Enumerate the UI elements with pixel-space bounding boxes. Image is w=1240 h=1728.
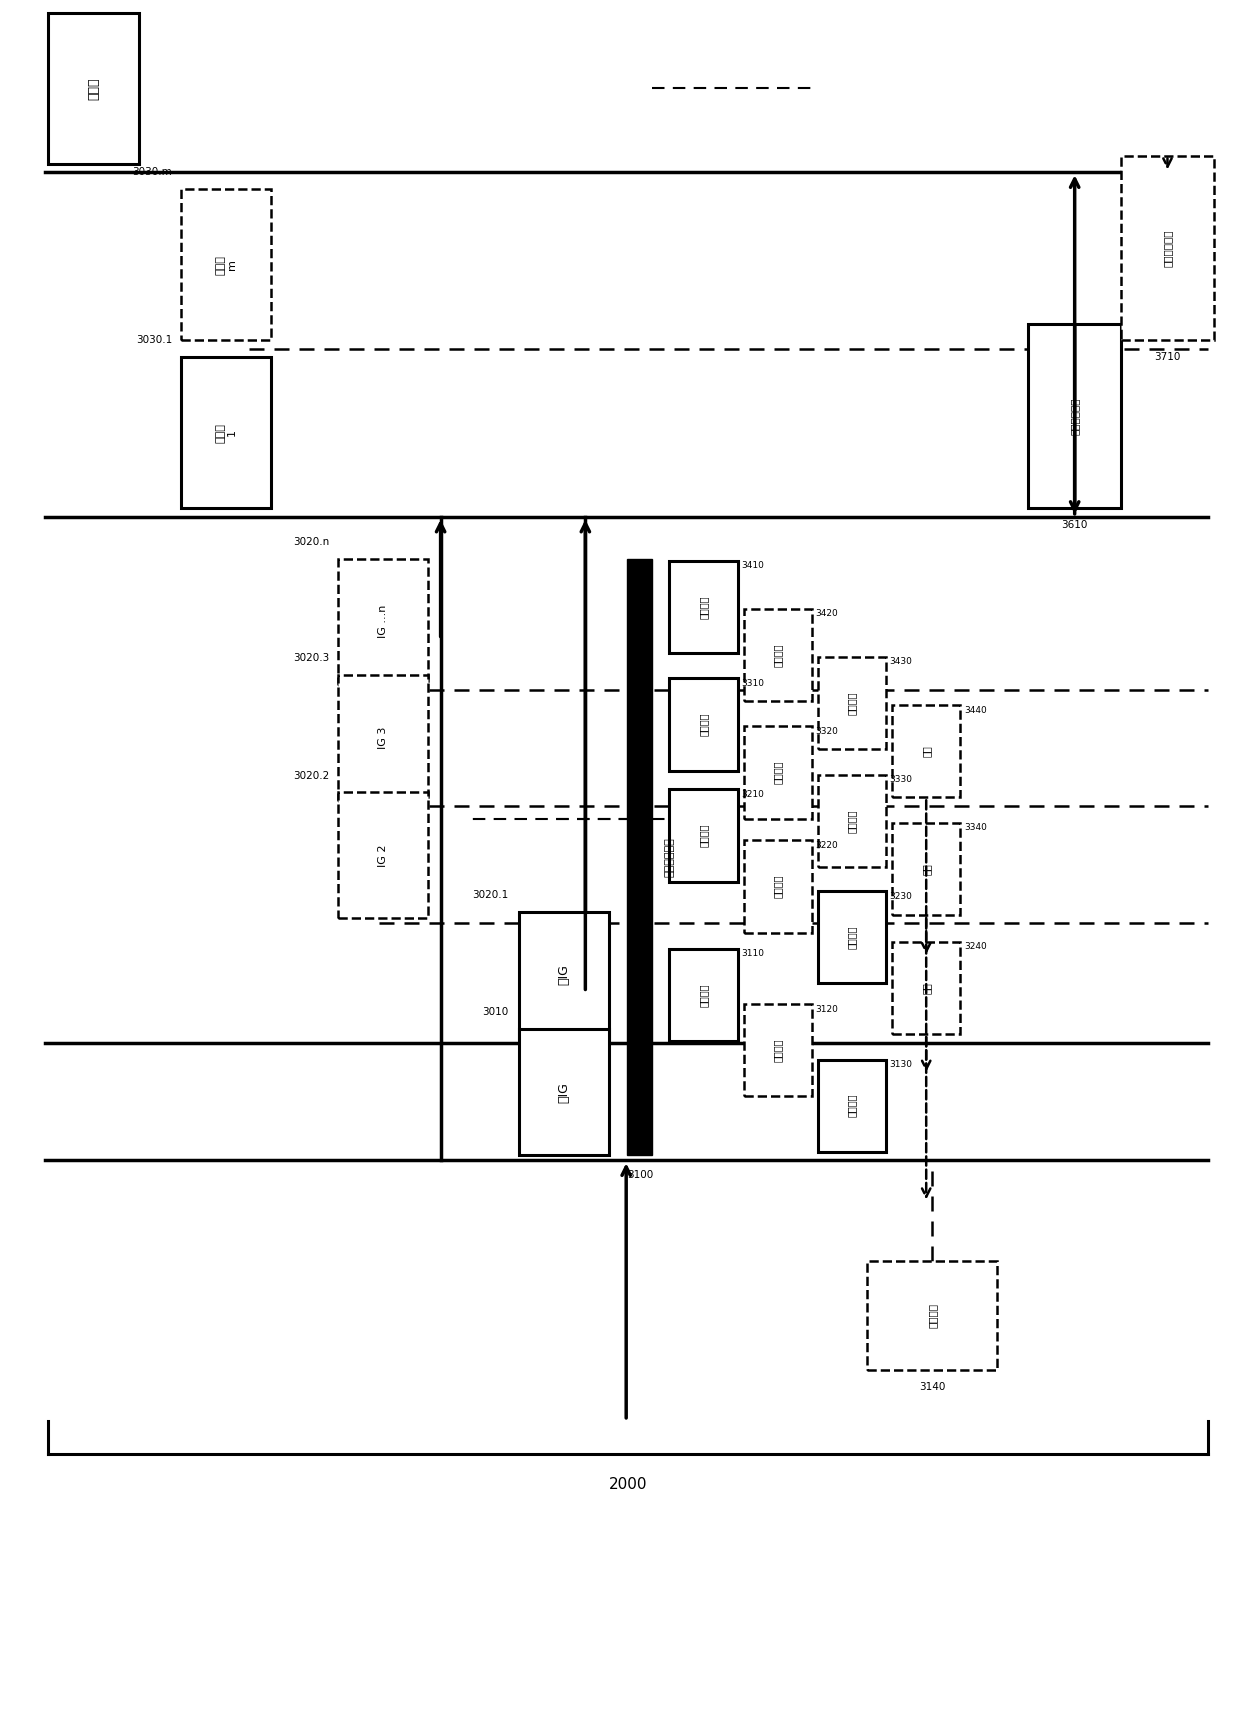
Bar: [670, 562, 738, 653]
Bar: [893, 942, 960, 1035]
Text: 向卡绘制: 向卡绘制: [847, 691, 857, 715]
Text: 显示屏: 显示屏: [87, 78, 100, 100]
Bar: [818, 774, 887, 867]
Bar: [339, 674, 428, 800]
Text: 3220: 3220: [816, 842, 838, 850]
Text: 3410: 3410: [742, 562, 764, 570]
Text: 目标延迟: 目标延迟: [698, 983, 708, 1007]
Bar: [744, 840, 812, 933]
Text: 3010: 3010: [482, 1007, 508, 1018]
Text: 人为迟滞: 人为迟滞: [773, 1039, 782, 1063]
Text: 3240: 3240: [963, 942, 987, 952]
Text: 3340: 3340: [963, 823, 987, 833]
Text: 显示合成图像: 显示合成图像: [1070, 397, 1080, 435]
Text: 3610: 3610: [1061, 520, 1087, 530]
Text: 3020.n: 3020.n: [293, 537, 330, 548]
Bar: [670, 790, 738, 881]
Text: 目标延迟: 目标延迟: [928, 1303, 937, 1329]
Bar: [1028, 323, 1121, 508]
Bar: [518, 1030, 609, 1156]
Bar: [181, 188, 272, 340]
Bar: [818, 657, 887, 750]
Text: 显示合成图像: 显示合成图像: [1162, 230, 1173, 266]
Text: 3430: 3430: [890, 657, 913, 667]
Text: 反馈: 反馈: [921, 745, 931, 757]
Text: 3320: 3320: [816, 727, 838, 736]
Text: 3440: 3440: [963, 705, 987, 714]
Text: 3420: 3420: [816, 610, 838, 619]
Bar: [744, 608, 812, 702]
Text: 反馈: 反馈: [921, 862, 931, 874]
Text: 3020.3: 3020.3: [293, 653, 330, 664]
Bar: [627, 558, 652, 1156]
Text: 投影仪
1: 投影仪 1: [216, 423, 237, 442]
Text: 计算延迟: 计算延迟: [698, 594, 708, 619]
Bar: [818, 1059, 887, 1153]
Text: 3100: 3100: [626, 1170, 653, 1180]
Text: 反馈: 反馈: [921, 982, 931, 994]
Bar: [893, 705, 960, 797]
Text: 3140: 3140: [919, 1382, 946, 1393]
Text: 3330: 3330: [890, 776, 913, 785]
Text: 向卡绘制: 向卡绘制: [847, 926, 857, 949]
Bar: [670, 949, 738, 1040]
Text: 3030.1: 3030.1: [136, 335, 172, 346]
Text: 3020.2: 3020.2: [293, 771, 330, 781]
Text: 3120: 3120: [816, 1004, 838, 1014]
Text: 计算延迟: 计算延迟: [698, 714, 708, 736]
Bar: [744, 726, 812, 819]
Bar: [868, 1261, 997, 1370]
Text: 向卡绘制: 向卡绘制: [847, 809, 857, 833]
Text: 3130: 3130: [890, 1059, 913, 1070]
Bar: [339, 793, 428, 918]
Text: 共享基准信号: 共享基准信号: [665, 836, 675, 876]
Text: 3710: 3710: [1154, 353, 1180, 363]
Text: 计算延迟: 计算延迟: [698, 824, 708, 847]
Bar: [1121, 156, 1214, 340]
Text: IG 2: IG 2: [378, 843, 388, 867]
Text: 3230: 3230: [890, 892, 913, 900]
Text: IG ...n: IG ...n: [378, 605, 388, 639]
Text: 主IG: 主IG: [557, 1082, 570, 1102]
Bar: [744, 1004, 812, 1097]
Text: 人为迟滞: 人为迟滞: [773, 643, 782, 667]
Bar: [893, 823, 960, 916]
Bar: [339, 558, 428, 684]
Text: 3310: 3310: [742, 679, 764, 688]
Text: 2000: 2000: [609, 1477, 647, 1493]
Text: 3110: 3110: [742, 949, 764, 957]
Text: 3210: 3210: [742, 790, 764, 798]
Text: 投影仪
m: 投影仪 m: [216, 254, 237, 275]
Bar: [818, 892, 887, 983]
Text: 向卡绘制: 向卡绘制: [847, 1094, 857, 1118]
Bar: [181, 358, 272, 508]
Text: 人为迟滞: 人为迟滞: [773, 874, 782, 899]
Text: 人为迟滞: 人为迟滞: [773, 760, 782, 785]
Text: 3020.1: 3020.1: [472, 890, 508, 900]
Bar: [48, 12, 139, 164]
Bar: [518, 912, 609, 1039]
Text: IG 3: IG 3: [378, 726, 388, 748]
Text: 3030.m: 3030.m: [133, 168, 172, 178]
Text: 从IG: 从IG: [557, 964, 570, 985]
Bar: [670, 679, 738, 771]
